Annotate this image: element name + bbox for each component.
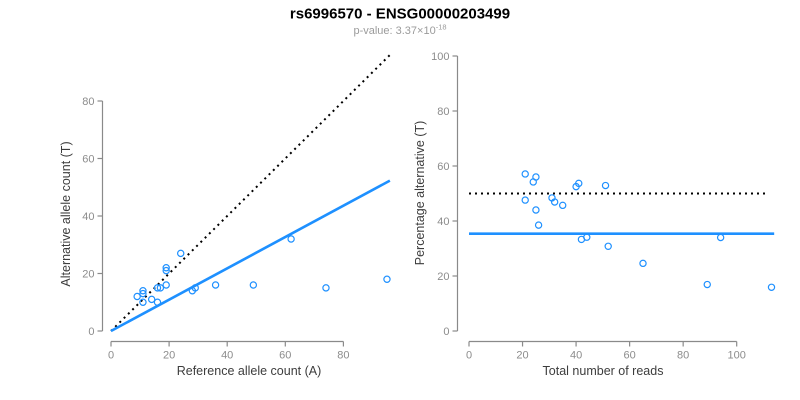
right-y-tick-label: 60 (437, 161, 449, 173)
right-data-point (583, 233, 591, 241)
right-data-point (703, 280, 711, 289)
right-x-tick-label: 0 (466, 350, 472, 362)
left-x-tick-label: 60 (279, 350, 291, 362)
left-y-tick-label: 20 (82, 269, 94, 281)
left-identity-line (110, 54, 391, 332)
p-value-exponent: -18 (435, 22, 447, 32)
right-x-tick-label: 40 (570, 350, 582, 362)
right-data-point (558, 201, 567, 210)
right-y-tick-label: 40 (437, 216, 449, 228)
right-data-point (521, 196, 529, 204)
right-data-point (639, 259, 647, 268)
right-data-point (532, 173, 540, 181)
right-data-point (550, 198, 559, 206)
p-value-text: p-value: 3.37×10 (353, 25, 436, 37)
left-data-point (156, 284, 165, 292)
left-x-tick-label: 0 (108, 350, 114, 362)
left-data-point (383, 275, 391, 283)
left-data-point (162, 266, 170, 275)
left-fit-line (110, 179, 391, 333)
right-x-tick-label: 100 (728, 350, 746, 362)
left-y-tick-label: 80 (82, 96, 94, 108)
left-data-point (162, 264, 170, 272)
left-data-point (139, 287, 147, 295)
right-data-point (534, 221, 543, 229)
left-data-point (177, 249, 185, 258)
right-y-tick-label: 0 (443, 326, 449, 338)
right-data-point (716, 233, 725, 242)
left-data-point (162, 281, 170, 289)
left-y-tick-label: 40 (82, 211, 94, 223)
right-y-tick-label: 20 (437, 271, 449, 283)
right-data-point (604, 242, 612, 250)
right-data-point (521, 170, 529, 178)
figure-subtitle: p-value: 3.37×10-18 (353, 22, 447, 37)
right-x-tick-label: 60 (623, 350, 635, 362)
figure-title: rs6996570 - ENSG00000203499 (289, 5, 511, 23)
left-data-point (287, 235, 295, 243)
right-y-tick-label: 100 (431, 51, 449, 63)
left-x-tick-label: 80 (337, 350, 349, 362)
left-data-point (153, 298, 162, 306)
left-data-point (249, 281, 258, 289)
left-data-point (147, 295, 156, 304)
left-data-point (191, 284, 199, 292)
left-y-axis-label: Alternative allele count (T) (59, 141, 73, 287)
right-x-tick-label: 20 (516, 350, 528, 362)
left-x-tick-label: 20 (163, 350, 175, 362)
left-data-point (139, 289, 147, 298)
right-data-point (601, 181, 610, 190)
left-y-tick-label: 0 (88, 326, 94, 338)
left-y-tick-label: 60 (82, 154, 94, 166)
left-data-point (139, 298, 147, 306)
right-data-point (532, 206, 540, 214)
left-data-point (322, 284, 330, 292)
left-data-point (133, 292, 141, 301)
left-data-point (153, 284, 162, 292)
right-y-tick-label: 80 (437, 106, 449, 118)
right-x-axis-label: Total number of reads (542, 364, 664, 378)
right-data-point (767, 283, 776, 291)
left-data-point (211, 281, 220, 289)
left-x-tick-label: 40 (221, 350, 233, 362)
right-x-tick-label: 80 (677, 350, 689, 362)
right-y-axis-label: Percentage alternative (T) (413, 120, 427, 266)
right-data-point (575, 179, 583, 188)
left-x-axis-label: Reference allele count (A) (176, 364, 322, 378)
